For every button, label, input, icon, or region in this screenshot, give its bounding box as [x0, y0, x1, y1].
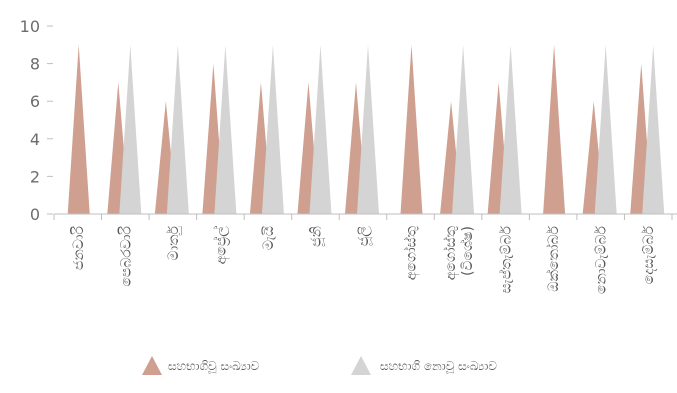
y-axis: 0 2 4 6 8 10	[20, 17, 53, 224]
x-tick-label: ජූලි	[356, 226, 373, 246]
not-participated-triangle	[167, 45, 189, 214]
legend-label: සහභාගිවූ සංඛ්‍යාව	[168, 359, 260, 374]
y-tick-label: 4	[30, 130, 40, 149]
x-tick-label: ඔක්තෝබර්	[546, 225, 562, 291]
x-tick-label: මාර්තු	[166, 225, 182, 260]
legend-item: සහභාගි නොවූ සංඛ්‍යාව	[351, 356, 497, 375]
x-tick-label: පෙබරවාරි	[118, 225, 134, 286]
svg-text:දෙසැම්බර්: දෙසැම්බර්	[641, 225, 657, 284]
svg-text:සැප්තැම්බර්: සැප්තැම්බර්	[498, 225, 514, 293]
x-tick-label: ජූනි	[308, 226, 325, 247]
participated-triangle	[400, 45, 422, 214]
legend-swatch	[142, 356, 162, 375]
not-participated-triangle	[452, 45, 474, 214]
x-tick-label: දෙසැම්බර්	[641, 225, 657, 284]
x-tick-label: සැප්තැම්බර්	[498, 225, 514, 293]
x-tick-label: ජනවාරි	[71, 225, 87, 270]
svg-text:ජූලි: ජූලි	[356, 226, 373, 246]
svg-text:ජූනි: ජූනි	[308, 226, 325, 247]
y-tick-label: 8	[30, 55, 40, 74]
y-tick-label: 2	[30, 167, 40, 186]
legend-label: සහභාගි නොවූ සංඛ්‍යාව	[380, 359, 497, 374]
svg-text:මැයි: මැයි	[261, 225, 277, 250]
legend-swatch	[351, 356, 371, 375]
chart-marks	[68, 45, 665, 214]
legend-item: සහභාගිවූ සංඛ්‍යාව	[142, 356, 260, 375]
svg-text:අගෝස්තු(විශේෂ): අගෝස්තු(විශේෂ)	[443, 225, 476, 280]
svg-text:ඔක්තෝබර්: ඔක්තෝබර්	[546, 225, 562, 291]
legend: සහභාගිවූ සංඛ්‍යාව සහභාගි නොවූ සංඛ්‍යාව	[142, 356, 497, 375]
not-participated-triangle	[119, 45, 141, 214]
x-axis-ticks	[54, 214, 672, 220]
participated-triangle	[68, 45, 90, 214]
svg-text:ජනවාරි: ජනවාරි	[71, 225, 87, 270]
not-participated-triangle	[262, 45, 284, 214]
y-tick-label: 6	[30, 92, 40, 111]
x-tick-label: නොවැම්බර්	[594, 225, 610, 294]
not-participated-triangle	[500, 45, 522, 214]
y-tick-label: 10	[20, 17, 40, 36]
x-tick-label: මැයි	[261, 225, 277, 250]
x-tick-label: අප්‍රේල්	[213, 226, 230, 265]
svg-text:අප්‍රේල්: අප්‍රේල්	[213, 226, 230, 265]
y-tick-label: 0	[30, 205, 40, 224]
svg-text:මාර්තු: මාර්තු	[166, 225, 182, 260]
not-participated-triangle	[309, 45, 331, 214]
svg-text:අගෝස්තු: අගෝස්තු	[403, 225, 420, 280]
x-tick-label: අගෝස්තු(විශේෂ)	[443, 225, 476, 280]
x-axis-labels: ජනවාරි පෙබරවාරි මාර්තු අප්‍රේල් මැයි ජූනි ජූලි…	[71, 225, 657, 294]
participated-triangle	[543, 45, 565, 214]
svg-text:නොවැම්බර්: නොවැම්බර්	[594, 225, 610, 294]
x-tick-label: අගෝස්තු	[403, 225, 420, 280]
svg-text:පෙබරවාරි: පෙබරවාරි	[118, 225, 134, 286]
not-participated-triangle	[595, 45, 617, 214]
not-participated-triangle	[357, 45, 379, 214]
